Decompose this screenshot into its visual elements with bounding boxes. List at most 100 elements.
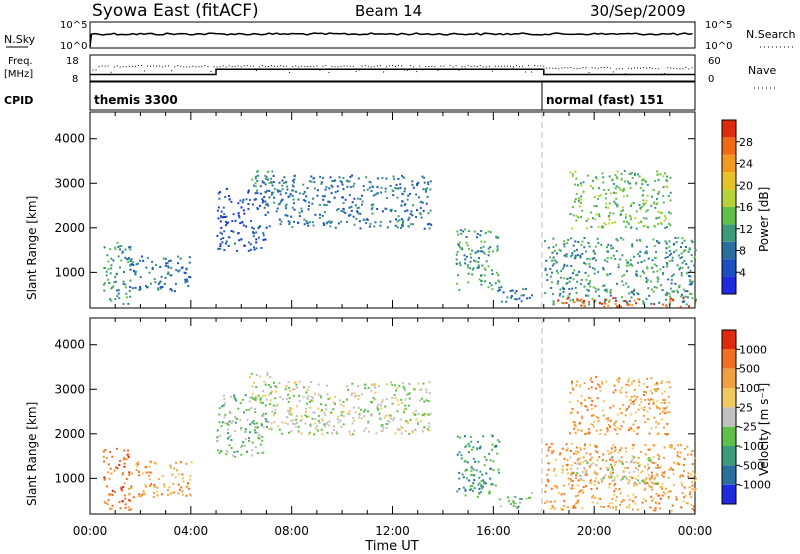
- range-gate-cell: [351, 382, 354, 385]
- y-tick-label: 4000: [54, 132, 85, 146]
- range-gate-cell: [242, 198, 245, 201]
- range-gate-cell: [263, 181, 266, 184]
- range-gate-cell: [129, 500, 132, 503]
- range-gate-cell: [563, 245, 566, 248]
- range-gate-cell: [421, 201, 424, 204]
- nave-dot: [301, 65, 303, 67]
- range-gate-cell: [231, 220, 234, 223]
- range-gate-cell: [245, 225, 248, 228]
- range-gate-cell: [120, 259, 123, 262]
- range-gate-cell: [667, 476, 670, 479]
- range-gate-cell: [551, 506, 554, 509]
- range-gate-cell: [609, 211, 612, 214]
- range-gate-cell: [575, 502, 578, 504]
- range-gate-cell: [408, 216, 411, 219]
- range-gate-cell: [577, 429, 580, 432]
- range-gate-cell: [124, 497, 127, 500]
- nave-dot: [488, 65, 490, 67]
- range-gate-cell: [145, 485, 147, 488]
- range-gate-cell: [668, 211, 670, 214]
- range-gate-cell: [259, 397, 262, 400]
- range-gate-cell: [694, 298, 697, 301]
- range-gate-cell: [643, 465, 646, 468]
- range-gate-cell: [614, 429, 617, 432]
- nave-dot: [464, 66, 466, 68]
- range-gate-cell: [288, 221, 291, 224]
- range-gate-cell: [647, 398, 650, 401]
- range-gate-cell: [600, 480, 603, 483]
- range-gate-cell: [186, 280, 189, 282]
- range-gate-cell: [628, 498, 631, 501]
- nsky-tick-bottom: 10^0: [60, 41, 87, 52]
- range-gate-cell: [380, 430, 383, 432]
- range-gate-cell: [413, 388, 416, 391]
- range-gate-cell: [604, 433, 607, 436]
- range-gate-cell: [639, 187, 642, 190]
- range-gate-cell: [590, 397, 593, 400]
- range-gate-cell: [356, 197, 359, 200]
- range-gate-cell: [665, 294, 668, 297]
- range-gate-cell: [675, 463, 678, 465]
- range-gate-cell: [590, 463, 593, 466]
- range-gate-cell: [424, 189, 427, 192]
- range-gate-cell: [587, 274, 590, 277]
- range-gate-cell: [255, 247, 258, 250]
- range-gate-cell: [458, 241, 461, 244]
- range-gate-cell: [691, 508, 694, 510]
- range-gate-cell: [285, 192, 287, 195]
- range-gate-cell: [290, 419, 293, 422]
- range-gate-cell: [637, 173, 639, 176]
- range-gate-cell: [600, 380, 603, 383]
- range-gate-cell: [263, 381, 266, 384]
- range-gate-cell: [174, 282, 177, 285]
- range-gate-cell: [483, 482, 486, 485]
- range-gate-cell: [103, 289, 106, 292]
- range-gate-cell: [271, 410, 274, 413]
- range-gate-cell: [353, 197, 356, 200]
- range-gate-cell: [498, 280, 501, 283]
- range-gate-cell: [262, 234, 265, 237]
- range-gate-cell: [300, 432, 303, 435]
- range-gate-cell: [293, 220, 295, 223]
- range-gate-cell: [414, 409, 417, 412]
- range-gate-cell: [647, 287, 650, 290]
- range-gate-cell: [240, 426, 243, 429]
- range-gate-cell: [220, 238, 223, 241]
- range-gate-cell: [322, 222, 325, 225]
- range-gate-cell: [597, 271, 600, 274]
- range-gate-cell: [276, 207, 279, 210]
- range-gate-cell: [139, 495, 142, 498]
- range-gate-cell: [243, 244, 246, 247]
- colorbar-swatch: [722, 407, 736, 427]
- range-gate-cell: [630, 395, 633, 398]
- range-gate-cell: [342, 188, 345, 191]
- range-gate-cell: [182, 477, 184, 480]
- nave-dot: [376, 65, 378, 67]
- range-gate-cell: [332, 425, 335, 428]
- range-gate-cell: [139, 259, 142, 262]
- range-gate-cell: [692, 476, 695, 479]
- range-gate-cell: [652, 481, 654, 484]
- range-gate-cell: [326, 393, 329, 396]
- beam-title: Beam 14: [355, 2, 422, 20]
- range-gate-cell: [576, 472, 579, 475]
- range-gate-cell: [267, 211, 270, 214]
- range-gate-cell: [631, 177, 634, 179]
- range-gate-cell: [189, 478, 192, 481]
- range-gate-cell: [678, 456, 681, 458]
- range-gate-cell: [607, 466, 610, 469]
- range-gate-cell: [691, 297, 694, 300]
- range-gate-cell: [374, 386, 377, 389]
- range-gate-cell: [258, 236, 260, 239]
- range-gate-cell: [118, 501, 121, 504]
- range-gate-cell: [470, 465, 473, 468]
- range-gate-cell: [619, 407, 622, 410]
- range-gate-cell: [300, 207, 303, 210]
- range-gate-cell: [288, 223, 291, 226]
- range-gate-cell: [399, 186, 402, 189]
- range-gate-cell: [657, 192, 660, 195]
- range-gate-cell: [586, 462, 589, 465]
- range-gate-cell: [112, 285, 115, 288]
- range-gate-cell: [482, 245, 485, 248]
